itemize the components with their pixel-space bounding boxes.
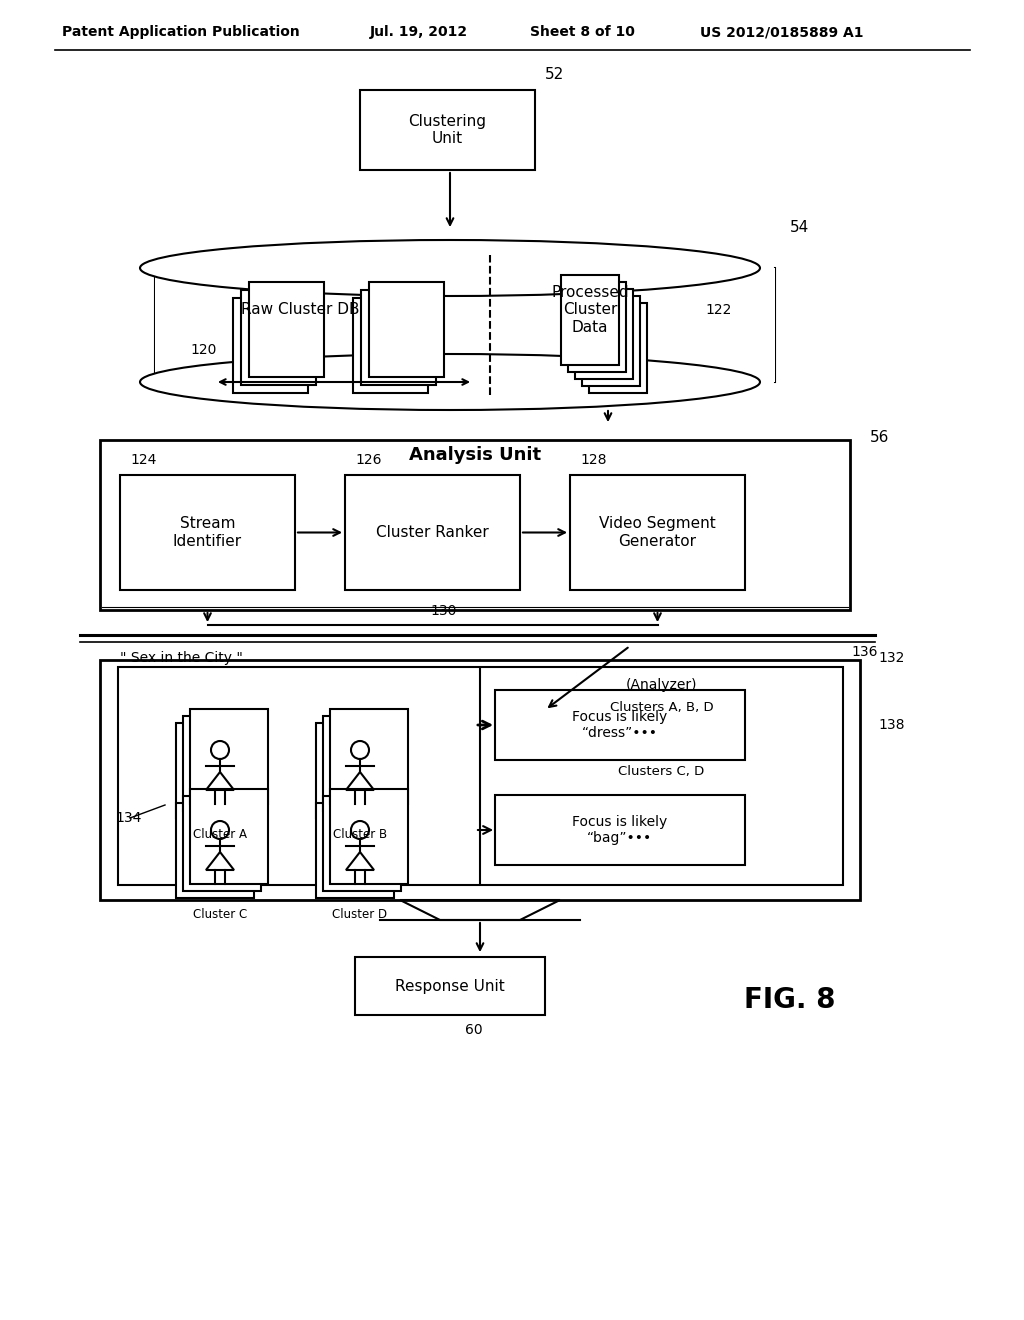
FancyBboxPatch shape — [355, 957, 545, 1015]
Text: 138: 138 — [878, 718, 904, 733]
Text: Cluster C: Cluster C — [193, 908, 247, 920]
Text: 128: 128 — [580, 453, 606, 467]
FancyBboxPatch shape — [575, 289, 633, 379]
Text: Sheet 8 of 10: Sheet 8 of 10 — [530, 25, 635, 40]
FancyBboxPatch shape — [330, 788, 408, 883]
FancyBboxPatch shape — [120, 475, 295, 590]
Text: 136: 136 — [851, 645, 878, 659]
Text: Raw Cluster DB: Raw Cluster DB — [241, 302, 359, 318]
FancyBboxPatch shape — [190, 709, 268, 804]
FancyBboxPatch shape — [249, 281, 324, 376]
Text: 120: 120 — [190, 343, 216, 356]
FancyBboxPatch shape — [323, 715, 401, 810]
FancyBboxPatch shape — [360, 289, 435, 384]
Text: 134: 134 — [115, 810, 141, 825]
Bar — [155, 268, 775, 381]
Text: FIG. 8: FIG. 8 — [744, 986, 836, 1014]
Text: Cluster A: Cluster A — [193, 828, 247, 841]
FancyBboxPatch shape — [316, 722, 394, 817]
Text: 124: 124 — [130, 453, 157, 467]
FancyBboxPatch shape — [323, 796, 401, 891]
Text: (Analyzer): (Analyzer) — [626, 678, 697, 692]
Text: 54: 54 — [790, 220, 809, 235]
FancyBboxPatch shape — [232, 297, 307, 392]
FancyBboxPatch shape — [352, 297, 427, 392]
Text: Clusters A, B, D: Clusters A, B, D — [609, 701, 714, 714]
FancyBboxPatch shape — [100, 660, 860, 900]
Text: Processed
Cluster
Data: Processed Cluster Data — [551, 285, 629, 335]
FancyBboxPatch shape — [345, 475, 520, 590]
Text: Analysis Unit: Analysis Unit — [409, 446, 541, 465]
FancyBboxPatch shape — [582, 296, 640, 385]
Text: Stream
Identifier: Stream Identifier — [173, 516, 242, 549]
FancyBboxPatch shape — [495, 795, 745, 865]
Text: Focus is likely
“dress”•••: Focus is likely “dress”••• — [572, 710, 668, 741]
Text: 60: 60 — [465, 1023, 482, 1038]
Text: Cluster Ranker: Cluster Ranker — [376, 525, 488, 540]
Text: 132: 132 — [878, 651, 904, 665]
Text: Clustering
Unit: Clustering Unit — [409, 114, 486, 147]
Ellipse shape — [140, 240, 760, 296]
FancyBboxPatch shape — [330, 709, 408, 804]
FancyBboxPatch shape — [369, 281, 443, 376]
Text: Patent Application Publication: Patent Application Publication — [62, 25, 300, 40]
Ellipse shape — [140, 354, 760, 411]
FancyBboxPatch shape — [360, 90, 535, 170]
Text: 56: 56 — [870, 430, 890, 445]
Text: US 2012/0185889 A1: US 2012/0185889 A1 — [700, 25, 863, 40]
FancyBboxPatch shape — [183, 796, 261, 891]
FancyBboxPatch shape — [183, 715, 261, 810]
Text: 52: 52 — [545, 67, 564, 82]
FancyBboxPatch shape — [241, 289, 315, 384]
Text: Video Segment
Generator: Video Segment Generator — [599, 516, 716, 549]
Text: 130: 130 — [430, 605, 457, 618]
FancyBboxPatch shape — [570, 475, 745, 590]
Text: Clusters C, D: Clusters C, D — [618, 766, 705, 779]
Text: 126: 126 — [355, 453, 382, 467]
FancyBboxPatch shape — [316, 803, 394, 898]
Text: 122: 122 — [705, 304, 731, 317]
FancyBboxPatch shape — [118, 667, 843, 884]
FancyBboxPatch shape — [100, 440, 850, 610]
FancyBboxPatch shape — [495, 690, 745, 760]
Text: Jul. 19, 2012: Jul. 19, 2012 — [370, 25, 468, 40]
FancyBboxPatch shape — [190, 788, 268, 883]
FancyBboxPatch shape — [176, 722, 254, 817]
Text: Response Unit: Response Unit — [395, 978, 505, 994]
Text: Focus is likely
“bag”•••: Focus is likely “bag”••• — [572, 814, 668, 845]
FancyBboxPatch shape — [176, 803, 254, 898]
FancyBboxPatch shape — [568, 282, 626, 372]
Text: Cluster D: Cluster D — [333, 908, 387, 920]
Text: Cluster B: Cluster B — [333, 828, 387, 841]
FancyBboxPatch shape — [561, 275, 618, 366]
Text: " Sex in the City ": " Sex in the City " — [120, 651, 243, 665]
FancyBboxPatch shape — [589, 304, 647, 393]
